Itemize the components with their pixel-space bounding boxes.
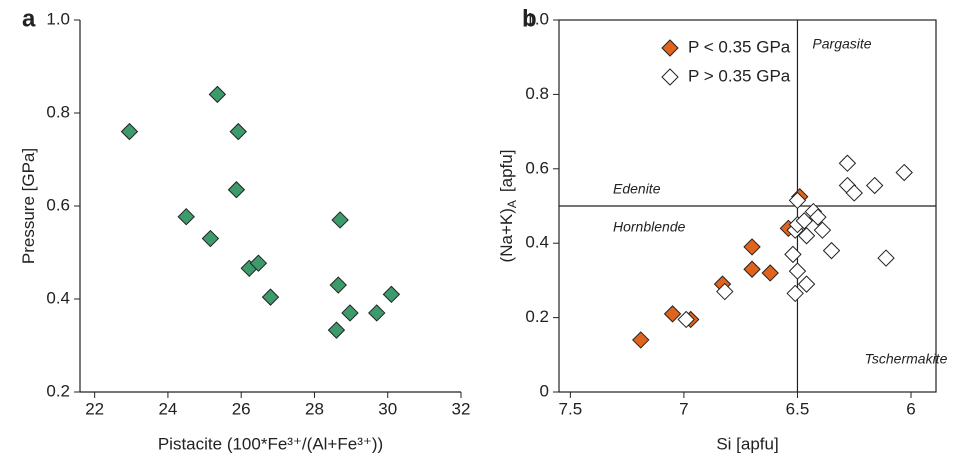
y-tick-label: 0 <box>540 381 549 400</box>
x-tick-label: 6 <box>906 399 915 418</box>
y-axis-label-part: [apfu] <box>497 150 516 193</box>
point <box>786 284 804 303</box>
point <box>716 282 734 301</box>
y-tick-label: 1.0 <box>46 9 70 28</box>
point <box>120 122 139 141</box>
point <box>177 207 195 226</box>
region-label: Tschermakite <box>865 351 948 367</box>
y-tick-label: 0.6 <box>525 158 549 177</box>
panel: b 0 0.2 0.4 0.6 0.8 1.0 7.5 7 6.5 6 Si [apfu] (Na+K)… <box>497 5 947 453</box>
x-tick-label: 28 <box>305 399 324 418</box>
y-axis-label: Pressure [GPa] <box>19 148 38 264</box>
x-tick-label: 30 <box>378 399 397 418</box>
y-axis-label-part: Pressure [GPa] <box>19 148 38 264</box>
legend-marker <box>661 68 679 86</box>
point <box>632 331 650 349</box>
y-tick-label: 1.0 <box>525 9 549 28</box>
x-tick-label: 24 <box>158 399 177 418</box>
x-axis-label: Pistacite (100*Fe³⁺/(Al+Fe³⁺)) <box>158 434 383 453</box>
point <box>797 227 816 245</box>
legend-label: P < 0.35 GPa <box>688 37 791 56</box>
point <box>331 211 349 229</box>
x-tick-label: 7 <box>679 399 688 418</box>
point <box>865 176 884 195</box>
y-tick-label: 0.2 <box>46 381 70 400</box>
point <box>761 264 779 282</box>
region-label: Hornblende <box>613 219 686 235</box>
y-tick-label: 0.8 <box>46 102 70 121</box>
legend-marker <box>661 39 679 57</box>
point <box>229 122 247 141</box>
point <box>201 229 220 248</box>
y-tick-label: 0.8 <box>525 84 549 103</box>
region-label: Pargasite <box>812 36 871 52</box>
point <box>743 260 761 278</box>
point <box>261 288 280 306</box>
point <box>845 184 863 202</box>
point <box>368 304 386 322</box>
point <box>877 249 895 267</box>
point <box>743 238 761 256</box>
legend-label: P > 0.35 GPa <box>688 66 791 85</box>
point <box>838 154 857 172</box>
x-axis-label: Si [apfu] <box>716 434 778 453</box>
point <box>788 262 807 280</box>
x-tick-label: 22 <box>85 399 104 418</box>
y-tick-label: 0.4 <box>525 233 549 252</box>
point <box>663 305 682 323</box>
point <box>813 221 832 239</box>
y-tick-label: 0.4 <box>46 288 70 307</box>
x-tick-label: 7.5 <box>559 399 583 418</box>
point <box>341 304 359 322</box>
x-tick-label: 32 <box>452 399 471 418</box>
point <box>822 241 841 260</box>
point <box>784 245 802 264</box>
x-tick-label: 6.5 <box>786 399 810 418</box>
y-axis-label-part: A <box>505 200 519 208</box>
point <box>327 321 346 339</box>
point <box>788 191 807 210</box>
point <box>677 310 695 329</box>
y-axis-label-part: (Na+K) <box>497 208 516 262</box>
y-axis-label: (Na+K)A [apfu] <box>497 150 519 263</box>
point <box>227 181 246 199</box>
point <box>795 212 813 230</box>
point <box>809 208 827 226</box>
x-tick-label: 26 <box>232 399 251 418</box>
panel: a 0.2 0.4 0.6 0.8 1.0 22 24 26 28 30 32 Pistacite (1… <box>19 5 470 453</box>
point <box>797 275 816 293</box>
point <box>329 276 347 294</box>
panel-label: a <box>22 5 36 32</box>
panel-label: b <box>522 5 537 32</box>
point <box>382 285 401 304</box>
point <box>249 254 268 272</box>
y-tick-label: 0.2 <box>525 307 549 326</box>
region-label: Edenite <box>613 181 661 197</box>
point <box>208 85 227 104</box>
y-tick-label: 0.6 <box>46 195 70 214</box>
point <box>895 163 913 182</box>
